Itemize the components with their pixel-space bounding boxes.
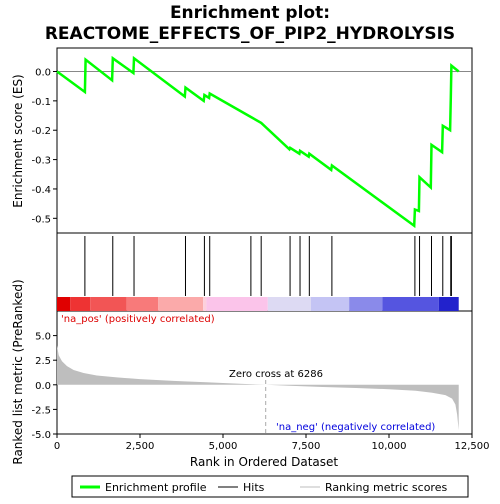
chart-title: Enrichment plot:	[170, 3, 330, 23]
x-tick-label: 0	[54, 441, 60, 452]
ranking-metric-area	[57, 345, 459, 431]
rank-y-tick-label: 0.0	[35, 381, 51, 392]
x-tick-label: 5,000	[209, 441, 238, 452]
enrichment-profile-line	[56, 55, 460, 229]
ranking-metric-group	[57, 345, 459, 434]
chart-subtitle: REACTOME_EFFECTS_OF_PIP2_HYDROLYSIS	[45, 24, 455, 44]
heat-bar-segment	[90, 297, 127, 311]
legend-box	[71, 475, 469, 498]
legend: Enrichment profile Hits Ranking metric sco…	[80, 481, 447, 494]
heat-bar-segment	[382, 297, 439, 311]
legend-item-label: Ranking metric scores	[325, 481, 447, 494]
x-tick-label: 12,500	[455, 441, 490, 452]
neg-correlated-label: 'na_neg' (negatively correlated)	[276, 422, 435, 433]
es-y-tick-label: -0.5	[31, 214, 51, 225]
x-axis-label: Rank in Ordered Dataset	[190, 455, 338, 469]
rank-metric-panel-frame	[56, 310, 473, 435]
rank-y-tick-label: 5.0	[35, 332, 51, 343]
es-y-tick-label: -0.1	[31, 97, 51, 108]
es-y-tick-label: -0.3	[31, 156, 51, 167]
x-tick-label: 7,500	[292, 441, 321, 452]
rank-metric-y-axis-label: Ranked list metric (PreRanked)	[11, 279, 25, 464]
ranking-heat-bar	[57, 297, 459, 311]
heat-bar-segment	[206, 297, 265, 311]
legend-item-label: Hits	[243, 481, 265, 494]
es-y-axis-ticks: 0.0 -0.1 -0.2 -0.3 -0.4 -0.5	[31, 67, 57, 225]
rank-y-tick-label: 2.5	[35, 356, 51, 367]
heat-bar-segment	[70, 297, 91, 311]
x-axis-ticks: 0 2,500 5,000 7,500 10,000 12,500	[54, 434, 490, 452]
heat-bar-segment	[126, 297, 159, 311]
rank-metric-y-axis-ticks: 5.0 2.5 0.0 -2.5 -5.0	[31, 332, 57, 441]
x-tick-label: 2,500	[126, 441, 155, 452]
legend-item-label: Enrichment profile	[105, 481, 207, 494]
es-panel-frame	[56, 47, 473, 234]
heat-bar-segment	[349, 297, 383, 311]
rank-y-tick-label: -5.0	[31, 430, 51, 441]
heat-bar-segment	[57, 297, 71, 311]
pos-correlated-label: 'na_pos' (positively correlated)	[61, 314, 215, 325]
es-y-tick-label: 0.0	[35, 67, 51, 78]
heat-bar-segment	[310, 297, 350, 311]
es-y-axis-label: Enrichment score (ES)	[11, 74, 25, 207]
heat-bar-segment	[203, 297, 207, 311]
heat-bar-segment	[158, 297, 204, 311]
zero-cross-label: Zero cross at 6286	[229, 369, 323, 380]
heat-bar-segment	[267, 297, 311, 311]
heat-bar-segment	[264, 297, 268, 311]
x-tick-label: 10,000	[372, 441, 407, 452]
rank-y-tick-label: -2.5	[31, 405, 51, 416]
hits-group	[84, 236, 452, 296]
heat-bar-segment	[438, 297, 459, 311]
enrichment-profile-group	[56, 55, 460, 229]
es-y-tick-label: -0.2	[31, 126, 51, 137]
es-y-tick-label: -0.4	[31, 185, 51, 196]
